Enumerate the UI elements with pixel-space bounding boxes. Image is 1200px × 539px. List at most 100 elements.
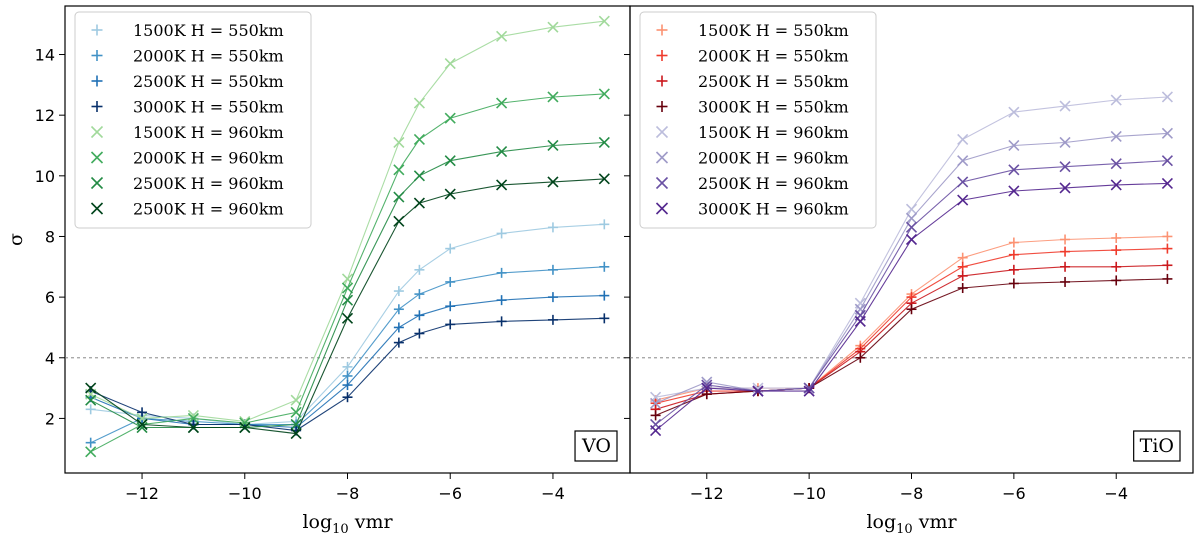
data-point xyxy=(85,446,97,458)
data-point xyxy=(650,424,662,437)
data-point xyxy=(650,410,661,421)
data-point xyxy=(496,145,508,158)
data-point xyxy=(1162,243,1173,254)
legend-entry: 3000K H = 960km xyxy=(698,200,849,219)
legend-entry: 2500K H = 550km xyxy=(133,72,284,91)
data-point xyxy=(650,397,662,409)
data-point xyxy=(599,290,610,301)
x-tick-label: −12 xyxy=(690,484,724,503)
data-point xyxy=(1162,260,1173,271)
legend-marker xyxy=(91,101,103,112)
data-point xyxy=(341,294,354,306)
data-point xyxy=(445,276,456,287)
data-point xyxy=(1008,106,1020,118)
data-point xyxy=(85,394,97,406)
legend-entry: 2000K H = 960km xyxy=(133,149,284,168)
legend-entry: 2000K H = 550km xyxy=(133,47,284,66)
data-point xyxy=(598,15,610,27)
legend-entry: 2000K H = 960km xyxy=(698,149,849,168)
data-point xyxy=(413,197,425,209)
panel-label: VO xyxy=(581,435,611,457)
data-point xyxy=(1110,179,1122,191)
data-point xyxy=(85,437,96,448)
data-point xyxy=(547,139,559,152)
series-line xyxy=(90,223,605,426)
x-tick-label: −4 xyxy=(1104,484,1128,503)
data-point xyxy=(414,264,425,275)
data-point xyxy=(701,389,712,400)
data-point xyxy=(85,404,96,415)
data-point xyxy=(413,97,425,109)
data-point xyxy=(957,261,968,272)
x-axis-label: log10 vmr xyxy=(302,511,393,537)
data-point xyxy=(1060,246,1071,257)
legend-entry: 2500K H = 550km xyxy=(698,72,849,91)
x-tick-label: −10 xyxy=(228,484,262,503)
data-point xyxy=(547,222,558,233)
data-point xyxy=(414,289,425,300)
data-point xyxy=(752,385,764,397)
data-point xyxy=(1161,127,1173,139)
legend-marker xyxy=(656,50,668,61)
data-point xyxy=(1008,185,1020,197)
data-point xyxy=(341,282,354,294)
data-point xyxy=(547,176,559,188)
data-point xyxy=(957,194,969,206)
data-point xyxy=(342,392,353,403)
legend-entry: 2500K H = 960km xyxy=(133,200,284,219)
panel-label-box xyxy=(1133,430,1181,462)
data-point xyxy=(85,382,97,394)
data-point xyxy=(1111,245,1122,256)
data-point xyxy=(393,337,404,348)
data-point xyxy=(598,88,610,100)
data-point xyxy=(393,286,404,297)
data-point xyxy=(1060,234,1071,245)
data-point xyxy=(445,243,456,254)
data-point xyxy=(444,155,456,167)
data-point xyxy=(496,30,508,42)
data-point xyxy=(187,412,199,424)
data-point xyxy=(547,91,559,103)
x-tick-label: −6 xyxy=(1002,484,1026,503)
data-point xyxy=(957,155,969,167)
data-point xyxy=(445,319,456,330)
data-point xyxy=(905,233,918,246)
data-point xyxy=(393,215,405,227)
data-point xyxy=(906,304,917,315)
data-point xyxy=(599,313,610,324)
legend-marker xyxy=(656,101,668,112)
data-point xyxy=(290,428,302,440)
data-point xyxy=(957,283,968,294)
data-point xyxy=(136,418,148,431)
legend-marker xyxy=(90,176,104,190)
data-point xyxy=(547,21,559,33)
legend-entry: 3000K H = 550km xyxy=(698,98,849,117)
legend-marker xyxy=(90,202,104,215)
x-tick-label: −4 xyxy=(541,484,565,503)
data-point xyxy=(342,361,353,372)
data-point xyxy=(393,322,404,333)
data-point xyxy=(1110,94,1122,106)
series-line xyxy=(90,295,605,429)
data-point xyxy=(1162,273,1173,284)
data-point xyxy=(547,292,558,303)
x-tick-label: −10 xyxy=(792,484,826,503)
legend-marker xyxy=(655,151,669,164)
data-point xyxy=(854,315,866,327)
data-point xyxy=(1059,182,1071,194)
data-point xyxy=(496,228,507,239)
data-point xyxy=(599,219,610,230)
data-point xyxy=(393,304,404,315)
series-line xyxy=(90,317,605,432)
data-point xyxy=(1161,177,1173,189)
data-point xyxy=(1059,100,1071,112)
legend-box xyxy=(639,11,877,229)
data-point xyxy=(1161,91,1173,103)
legend-entry: 3000K H = 550km xyxy=(133,98,284,117)
x-tick-label: −6 xyxy=(438,484,462,503)
legend-entry: 1500K H = 960km xyxy=(698,123,849,142)
data-point xyxy=(239,421,251,434)
legend-entry: 1500K H = 550km xyxy=(133,21,284,40)
series-line xyxy=(655,248,1168,404)
